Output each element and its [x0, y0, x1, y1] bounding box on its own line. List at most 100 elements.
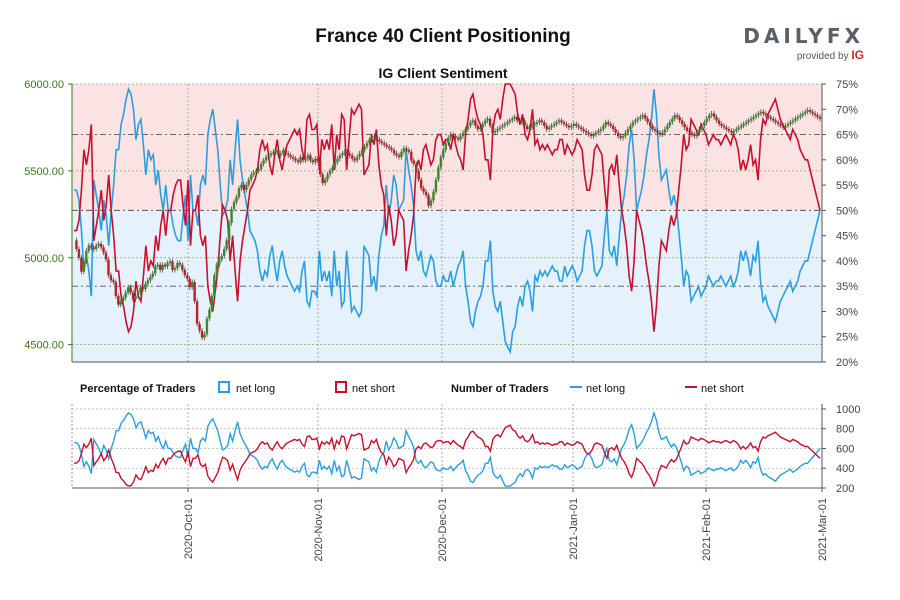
candle-body	[759, 111, 763, 114]
candle-body	[786, 123, 790, 126]
candle-body	[528, 127, 531, 130]
candle-body	[336, 158, 339, 163]
candle-body	[621, 136, 625, 138]
candle-body	[407, 150, 411, 152]
candle-body	[289, 155, 292, 157]
candle-body	[227, 223, 231, 241]
candle-body	[791, 120, 795, 123]
candle-body	[87, 245, 90, 251]
candle-body	[469, 122, 472, 126]
candle-body	[402, 148, 406, 152]
traders-tick-label: 800	[836, 424, 854, 436]
candle-body	[808, 110, 812, 112]
candle-body	[513, 117, 516, 119]
candle-body	[646, 118, 649, 123]
candle-body	[481, 123, 484, 128]
candle-body	[387, 146, 391, 149]
candle-body	[626, 129, 630, 133]
candle-body	[511, 118, 514, 121]
x-axis: 2020-Oct-01 2020-Nov-01 2020-Dec-01 2021-Ja…	[183, 488, 829, 562]
candle-body	[348, 153, 351, 156]
candle-body	[498, 127, 502, 130]
candle-body	[378, 139, 381, 142]
legend-num-label: Number of Traders	[451, 383, 549, 395]
candle-body	[198, 323, 201, 331]
candle-body	[85, 250, 88, 262]
candle-body	[240, 184, 243, 189]
candle-body	[639, 117, 642, 119]
candle-body	[181, 264, 184, 270]
candle-body	[274, 150, 278, 152]
candle-body	[552, 123, 556, 126]
candle-body	[616, 132, 620, 137]
candle-body	[570, 125, 573, 128]
candle-body	[210, 295, 214, 310]
candle-body	[173, 268, 177, 270]
legend-num-short-label: net short	[701, 383, 744, 395]
candle-body	[754, 115, 758, 118]
candle-body	[816, 115, 819, 118]
candle-body	[429, 200, 433, 206]
candle-body	[799, 115, 802, 118]
candle-body	[789, 122, 792, 124]
candle-body	[247, 179, 251, 185]
candle-body	[338, 155, 342, 159]
candle-body	[737, 127, 740, 130]
candle-body	[496, 129, 499, 131]
traders-tick-label: 600	[836, 443, 854, 455]
price-tick-label: 6000.00	[24, 79, 64, 91]
candle-body	[680, 120, 684, 124]
candle-body	[331, 167, 334, 171]
candle-body	[178, 262, 182, 265]
candle-body	[735, 129, 738, 131]
candle-body	[533, 123, 536, 126]
candle-body	[599, 129, 603, 131]
candle-body	[375, 136, 379, 140]
candle-body	[717, 120, 721, 124]
candle-body	[634, 120, 637, 123]
candle-body	[363, 146, 366, 151]
candle-body	[141, 287, 145, 290]
candle-body	[449, 134, 452, 138]
candle-body	[703, 122, 706, 126]
candle-body	[117, 295, 120, 305]
candle-body	[262, 160, 265, 164]
candle-body	[676, 115, 679, 118]
candle-body	[323, 179, 327, 184]
candle-body	[424, 191, 428, 196]
candle-body	[400, 151, 403, 157]
candle-body	[237, 188, 241, 197]
candle-body	[602, 125, 605, 130]
candle-body	[439, 156, 443, 168]
candle-body	[784, 125, 787, 128]
candle-body	[422, 188, 425, 192]
legend-pct-label: Percentage of Traders	[80, 383, 196, 395]
candle-body	[577, 125, 580, 128]
candle-body	[203, 334, 206, 338]
x-tick-label: 2021-Jan-01	[568, 498, 580, 560]
candle-body	[447, 137, 450, 144]
pct-tick-label: 50%	[836, 205, 858, 217]
candle-body	[257, 169, 260, 171]
x-tick-label: 2021-Mar-01	[817, 498, 829, 561]
candle-body	[666, 125, 669, 130]
candle-body	[122, 297, 125, 302]
candle-body	[461, 132, 465, 137]
candle-body	[503, 123, 507, 126]
candle-body	[437, 167, 440, 180]
x-tick-label: 2020-Dec-01	[437, 498, 449, 562]
candle-body	[567, 125, 571, 128]
candle-body	[129, 287, 132, 293]
candle-body	[75, 240, 78, 250]
price-candles	[75, 107, 822, 341]
candle-body	[781, 125, 785, 128]
candle-body	[565, 123, 568, 126]
candle-body	[525, 125, 529, 130]
candle-body	[311, 160, 315, 163]
candle-body	[597, 130, 600, 133]
candle-body	[205, 318, 209, 335]
candle-body	[333, 162, 337, 168]
candle-body	[254, 170, 258, 173]
candle-body	[710, 113, 713, 116]
candle-body	[535, 122, 539, 124]
